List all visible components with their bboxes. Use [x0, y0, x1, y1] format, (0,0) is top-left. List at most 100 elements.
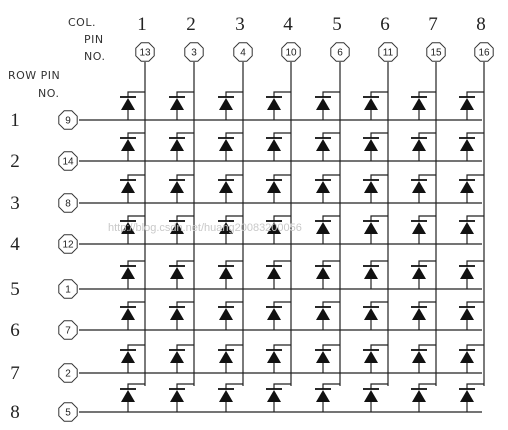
diode-triangle: [364, 98, 378, 110]
led-diode-r1-c3: [218, 91, 243, 120]
row-number-1: 1: [10, 110, 20, 131]
led-diode-r6-c1: [120, 301, 145, 330]
led-diode-r3-c5: [315, 174, 340, 203]
led-diode-r3-c6: [363, 174, 388, 203]
col-pin-number-7: 15: [430, 48, 442, 59]
led-diode-r6-c2: [169, 301, 194, 330]
led-diode-r7-c7: [411, 344, 436, 373]
diode-lead-top: [466, 383, 484, 389]
diode-lead-top: [127, 132, 145, 138]
led-diode-r1-c5: [315, 91, 340, 120]
col-number-7: 7: [428, 14, 438, 35]
led-diode-r8-c8: [459, 383, 484, 412]
diode-triangle: [316, 351, 330, 363]
diode-lead-top: [176, 383, 194, 389]
led-diode-r4-c5: [315, 215, 340, 244]
diode-triangle: [412, 181, 426, 193]
diode-lead-top: [127, 91, 145, 97]
diode-triangle: [412, 222, 426, 234]
col-pin-number-8: 16: [478, 48, 490, 59]
row-pin-number-3: 8: [65, 199, 71, 210]
led-diode-r4-c2: [169, 215, 194, 244]
diode-lead-top: [273, 215, 291, 221]
col-pin-number-4: 10: [285, 48, 297, 59]
diode-lead-top: [273, 260, 291, 266]
col-pin-number-6: 11: [383, 48, 394, 59]
diode-lead-top: [273, 91, 291, 97]
diode-lead-top: [418, 301, 436, 307]
diode-triangle: [170, 308, 184, 320]
diode-lead-top: [322, 260, 340, 266]
led-diode-r7-c5: [315, 344, 340, 373]
led-diode-r8-c5: [315, 383, 340, 412]
diode-triangle: [364, 139, 378, 151]
led-diode-r5-c7: [411, 260, 436, 289]
row-pin-number-5: 1: [65, 285, 71, 296]
diode-lead-top: [127, 215, 145, 221]
diode-lead-top: [370, 174, 388, 180]
diode-triangle: [364, 308, 378, 320]
led-diode-r4-c8: [459, 215, 484, 244]
diode-triangle: [170, 351, 184, 363]
col-number-8: 8: [476, 14, 486, 35]
row-pin-label-line-2: NO.: [38, 87, 59, 100]
led-diode-r8-c6: [363, 383, 388, 412]
led-diode-r5-c1: [120, 260, 145, 289]
diode-triangle: [219, 139, 233, 151]
col-pin-badge-2: [184, 42, 204, 62]
diode-triangle: [460, 351, 474, 363]
led-diode-r8-c2: [169, 383, 194, 412]
led-diode-r7-c8: [459, 344, 484, 373]
diode-lead-top: [225, 260, 243, 266]
diode-lead-top: [466, 91, 484, 97]
diode-lead-top: [225, 301, 243, 307]
led-diode-r7-c2: [169, 344, 194, 373]
diode-lead-top: [418, 132, 436, 138]
led-diode-r6-c6: [363, 301, 388, 330]
led-diode-r2-c4: [266, 132, 291, 161]
diode-triangle: [170, 98, 184, 110]
diode-triangle: [364, 181, 378, 193]
led-diode-r7-c3: [218, 344, 243, 373]
diode-lead-top: [225, 174, 243, 180]
diode-triangle: [170, 390, 184, 402]
diode-lead-top: [322, 344, 340, 350]
led-diode-r2-c3: [218, 132, 243, 161]
row-number-3: 3: [10, 193, 20, 214]
row-pin-badge-5: [58, 279, 78, 299]
diode-lead-top: [176, 344, 194, 350]
diode-lead-top: [127, 260, 145, 266]
diode-lead-top: [176, 132, 194, 138]
led-diode-r2-c5: [315, 132, 340, 161]
diode-triangle: [219, 98, 233, 110]
diode-triangle: [316, 98, 330, 110]
diode-triangle: [460, 222, 474, 234]
diode-lead-top: [273, 383, 291, 389]
diode-triangle: [460, 181, 474, 193]
led-diode-r3-c7: [411, 174, 436, 203]
diode-lead-top: [466, 344, 484, 350]
diode-lead-top: [322, 301, 340, 307]
row-pin-badge-8: [58, 402, 78, 422]
led-diode-r5-c4: [266, 260, 291, 289]
col-pin-label-line-2: PIN: [84, 33, 104, 46]
diode-triangle: [267, 390, 281, 402]
diode-triangle: [219, 351, 233, 363]
diode-triangle: [121, 267, 135, 279]
diode-triangle: [364, 267, 378, 279]
diode-lead-top: [322, 383, 340, 389]
diode-triangle: [460, 98, 474, 110]
led-diode-r6-c7: [411, 301, 436, 330]
diode-triangle: [412, 351, 426, 363]
diode-lead-top: [418, 174, 436, 180]
diode-triangle: [316, 139, 330, 151]
row-pin-number-8: 5: [65, 408, 71, 419]
col-pin-badge-3: [233, 42, 253, 62]
col-pin-number-3: 4: [240, 48, 246, 59]
diode-triangle: [267, 222, 281, 234]
diode-triangle: [121, 181, 135, 193]
row-pin-number-1: 9: [65, 116, 71, 127]
row-pin-number-2: 14: [62, 157, 74, 168]
led-diode-r3-c8: [459, 174, 484, 203]
